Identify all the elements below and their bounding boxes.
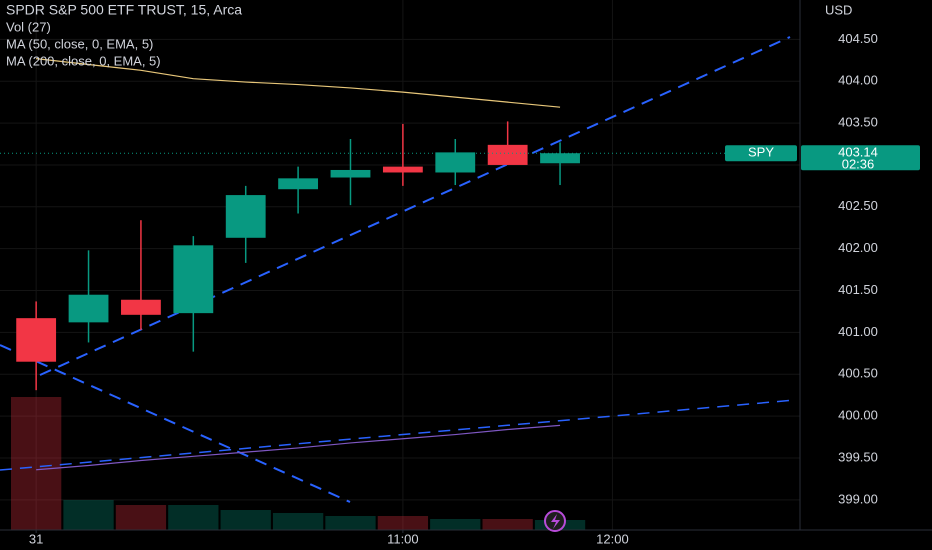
volume-bar — [168, 505, 219, 530]
volume-bar — [11, 397, 62, 530]
candle-body — [173, 245, 214, 314]
volume-bar — [377, 516, 429, 530]
volume-bar — [63, 500, 114, 530]
y-tick-label: 403.50 — [838, 115, 878, 130]
y-tick-label: 400.50 — [838, 366, 878, 381]
candle-body — [121, 299, 161, 315]
ma-line — [36, 58, 561, 108]
indicator-label: Vol (27) — [6, 19, 51, 34]
price-badge — [801, 145, 920, 171]
volume-pane — [11, 397, 586, 530]
grid — [0, 0, 800, 530]
candle-body — [487, 144, 528, 165]
y-tick-label: 399.50 — [838, 449, 878, 464]
volume-bar — [272, 513, 324, 530]
x-tick-label: 11:00 — [387, 531, 419, 546]
symbol-label: SPY — [748, 145, 774, 160]
y-tick-label: 402.50 — [838, 198, 878, 213]
volume-bar — [430, 519, 481, 530]
candle-body — [330, 169, 371, 178]
trend-line — [0, 344, 351, 503]
trend-line — [39, 36, 791, 376]
countdown-label: 02:36 — [842, 157, 875, 172]
candle-body — [435, 152, 476, 173]
y-tick-label: 400.00 — [838, 408, 878, 423]
x-tick-label: 31 — [29, 531, 43, 546]
candle-body — [16, 318, 57, 362]
volume-bar — [115, 505, 167, 530]
candle-body — [382, 166, 423, 173]
candle-body — [278, 178, 319, 190]
volume-bar — [482, 519, 533, 530]
y-tick-label: 401.00 — [838, 324, 878, 339]
lightning-glyph — [551, 514, 560, 529]
volume-bar — [325, 516, 376, 530]
ma-line — [36, 424, 561, 471]
indicator-label: MA (50, close, 0, EMA, 5) — [6, 36, 153, 51]
y-tick-label: 404.50 — [838, 31, 878, 46]
currency-label: USD — [825, 2, 852, 17]
y-tick-label: 401.50 — [838, 282, 878, 297]
y-tick-label: 402.00 — [838, 240, 878, 255]
trend-line — [0, 399, 796, 471]
chart-title: SPDR S&P 500 ETF TRUST, 15, Arca — [6, 2, 242, 18]
y-tick-label: 404.00 — [838, 73, 878, 88]
candle-body — [540, 153, 580, 164]
candle-body — [225, 195, 266, 238]
plot — [0, 58, 800, 533]
last-price-label: 403.14 — [838, 145, 878, 160]
indicator-label: MA (200, close, 0, EMA, 5) — [6, 53, 161, 68]
symbol-badge — [725, 145, 797, 162]
x-tick-label: 12:00 — [596, 531, 629, 546]
y-tick-label: 399.00 — [838, 491, 878, 506]
candle-body — [68, 294, 109, 323]
volume-bar — [220, 510, 271, 530]
